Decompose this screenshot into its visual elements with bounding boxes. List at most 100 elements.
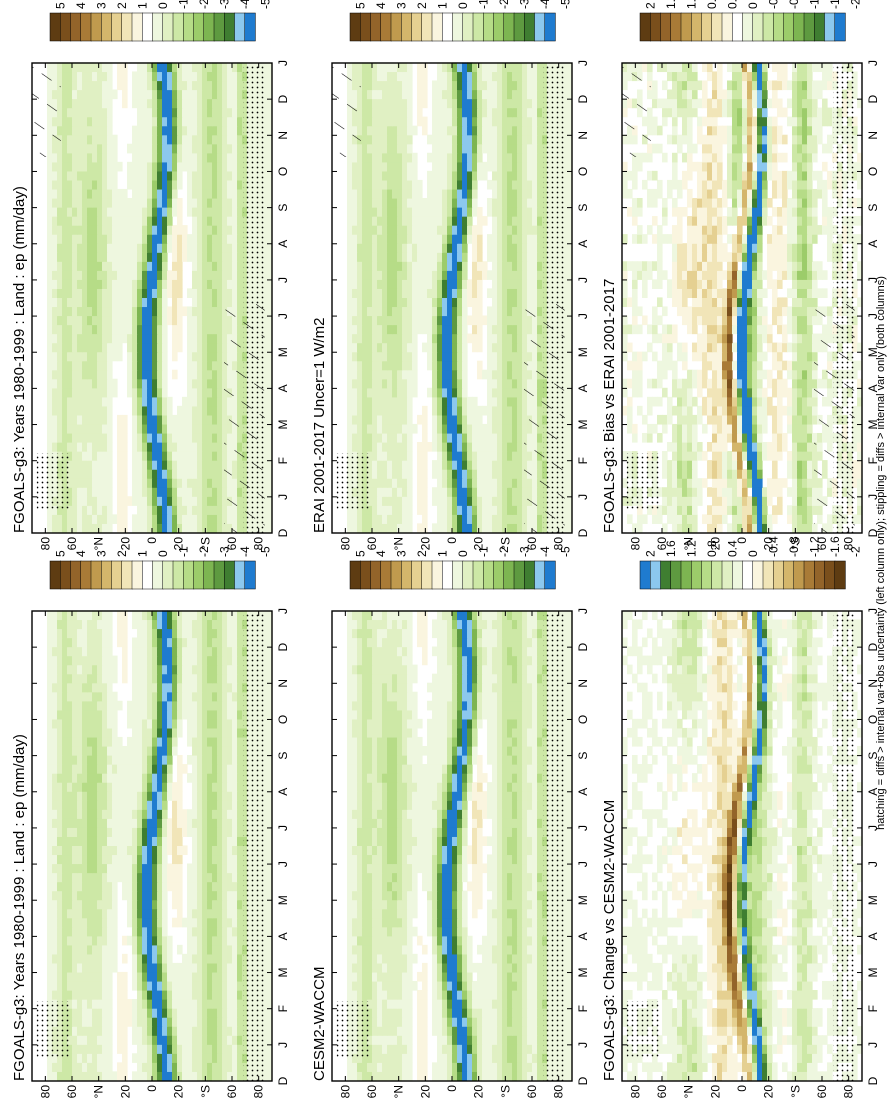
heatmap-cell [227, 252, 233, 262]
heatmap-cell [147, 478, 153, 488]
heatmap-cell [47, 710, 53, 720]
heatmap-cell [127, 900, 133, 910]
heatmap-cell [187, 198, 193, 208]
heatmap-cell [377, 505, 383, 515]
heatmap-cell [72, 523, 78, 533]
heatmap-cell [102, 990, 108, 1000]
heatmap-cell [77, 189, 83, 199]
heatmap-cell [137, 252, 143, 262]
heatmap-cell [67, 755, 73, 765]
heatmap-cell [132, 361, 138, 371]
heatmap-cell [137, 442, 143, 452]
month-label: F [276, 457, 290, 464]
heatmap-cell [47, 162, 53, 172]
heatmap-cell [97, 415, 103, 425]
heatmap-cell [67, 1062, 73, 1072]
heatmap-cell [517, 451, 523, 461]
heatmap-cell [102, 370, 108, 380]
heatmap-cell [132, 153, 138, 163]
heatmap-cell [102, 900, 108, 910]
heatmap-cell [72, 764, 78, 774]
heatmap-cell [107, 791, 113, 801]
heatmap-cell [192, 854, 198, 864]
heatmap-cell [137, 162, 143, 172]
heatmap-cell [222, 909, 228, 919]
heatmap-cell [147, 1008, 153, 1018]
heatmap-cell [232, 800, 238, 810]
heatmap-cell [72, 963, 78, 973]
heatmap-cell [87, 728, 93, 738]
heatmap-cell [87, 909, 93, 919]
heatmap-cell [162, 99, 168, 109]
heatmap-cell [217, 891, 223, 901]
heatmap-cell [102, 126, 108, 136]
heatmap-cell [372, 451, 378, 461]
heatmap-cell [417, 451, 423, 461]
heatmap-cell [212, 406, 218, 416]
heatmap-cell [197, 162, 203, 172]
heatmap-cell [222, 728, 228, 738]
heatmap-cell [57, 315, 63, 325]
heatmap-cell [92, 927, 98, 937]
heatmap-cell [137, 1026, 143, 1036]
heatmap-cell [52, 638, 58, 648]
heatmap-cell [142, 638, 148, 648]
heatmap-cell [157, 234, 163, 244]
heatmap-cell [167, 1053, 173, 1063]
heatmap-cell [207, 900, 213, 910]
heatmap-cell [107, 981, 113, 991]
heatmap-cell [62, 361, 68, 371]
heatmap-cell [202, 162, 208, 172]
heatmap-cell [217, 836, 223, 846]
heatmap-cell [202, 1044, 208, 1054]
heatmap-cell [87, 1053, 93, 1063]
heatmap-cell [457, 478, 463, 488]
heatmap-cell [237, 216, 243, 226]
heatmap-cell [52, 728, 58, 738]
heatmap-cell [207, 972, 213, 982]
heatmap-cell [187, 755, 193, 765]
heatmap-cell [132, 800, 138, 810]
heatmap-cell [172, 270, 178, 280]
heatmap-cell [147, 496, 153, 506]
heatmap-cell [187, 863, 193, 873]
heatmap-cell [212, 764, 218, 774]
heatmap-cell [82, 737, 88, 747]
heatmap-cell [52, 891, 58, 901]
heatmap-cell [207, 827, 213, 837]
heatmap-cell [97, 117, 103, 127]
heatmap-cell [57, 180, 63, 190]
heatmap-cell [157, 144, 163, 154]
heatmap-cell [112, 270, 118, 280]
heatmap-cell [62, 927, 68, 937]
heatmap-cell [202, 80, 208, 90]
heatmap-cell [237, 270, 243, 280]
heatmap-cell [72, 818, 78, 828]
heatmap-cell [47, 1071, 53, 1081]
heatmap-cell [232, 927, 238, 937]
heatmap-cell [182, 442, 188, 452]
heatmap-cell [77, 1035, 83, 1045]
heatmap-cell [137, 279, 143, 289]
heatmap-cell [237, 954, 243, 964]
heatmap-cell [217, 334, 223, 344]
heatmap-cell [207, 343, 213, 353]
heatmap-cell [147, 963, 153, 973]
heatmap-cell [202, 891, 208, 901]
heatmap-cell [517, 469, 523, 479]
heatmap-cell [112, 836, 118, 846]
heatmap-cell [77, 162, 83, 172]
heatmap-cell [152, 207, 158, 217]
heatmap-cell [207, 117, 213, 127]
heatmap-cell [72, 719, 78, 729]
heatmap-cell [207, 936, 213, 946]
heatmap-cell [117, 71, 123, 81]
heatmap-cell [182, 610, 188, 620]
heatmap-cell [107, 144, 113, 154]
heatmap-cell [122, 523, 128, 533]
heatmap-cell [162, 1044, 168, 1054]
heatmap-cell [192, 674, 198, 684]
heatmap-cell [82, 1044, 88, 1054]
heatmap-cell [232, 999, 238, 1009]
heatmap-cell [142, 764, 148, 774]
